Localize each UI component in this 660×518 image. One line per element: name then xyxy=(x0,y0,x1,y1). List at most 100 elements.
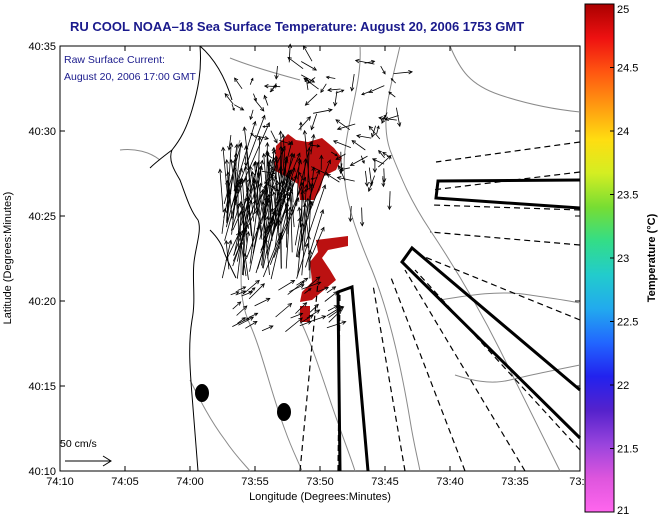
current-vector xyxy=(339,151,344,173)
current-vector xyxy=(360,155,365,164)
current-vector xyxy=(245,321,258,329)
station-marker-east xyxy=(277,403,291,421)
current-vector xyxy=(249,109,254,121)
current-vector xyxy=(380,65,386,75)
current-vector xyxy=(253,93,257,102)
current-vector xyxy=(238,316,255,326)
current-vector xyxy=(348,205,353,223)
current-vector xyxy=(238,179,246,233)
current-vector xyxy=(266,153,273,159)
current-vector xyxy=(303,186,312,192)
current-vector xyxy=(263,195,269,230)
current-vector xyxy=(224,93,234,105)
current-vector xyxy=(305,209,325,268)
coastline xyxy=(149,45,237,472)
current-vector xyxy=(233,120,257,192)
current-vector xyxy=(295,302,308,314)
current-vector xyxy=(354,58,375,65)
current-vector xyxy=(275,302,293,318)
current-vector xyxy=(307,77,316,84)
current-vector xyxy=(310,113,318,131)
current-vector xyxy=(364,170,369,187)
colorbar-tick-label: 22.5 xyxy=(617,317,638,329)
current-vector xyxy=(378,116,397,121)
current-vector xyxy=(310,133,316,155)
current-vector xyxy=(299,320,313,327)
current-vector xyxy=(279,140,293,146)
current-vector xyxy=(309,303,319,313)
current-vector xyxy=(263,181,280,192)
colorbar-tick-label: 23 xyxy=(617,253,629,265)
y-tick-label: 40:15 xyxy=(28,381,56,393)
current-vector xyxy=(242,227,248,276)
current-vector xyxy=(248,283,265,300)
current-vector xyxy=(289,176,295,203)
current-vector xyxy=(307,249,313,279)
current-vector xyxy=(304,287,312,294)
current-vector xyxy=(309,276,321,287)
colorbar-tick-label: 24 xyxy=(617,126,629,138)
current-vector xyxy=(325,75,336,80)
current-vector xyxy=(296,242,309,279)
x-tick-label: 73:35 xyxy=(501,476,529,488)
x-tick-label: 73:45 xyxy=(371,476,399,488)
current-vector xyxy=(257,206,277,269)
x-axis-ticks: 74:10 74:05 74:00 73:55 73:50 73:45 73:40 73:35… xyxy=(46,46,591,488)
current-vector xyxy=(227,135,232,151)
current-vector xyxy=(378,149,385,159)
x-tick-label: 74:00 xyxy=(176,476,204,488)
current-vector xyxy=(241,290,254,297)
current-vector xyxy=(309,315,327,323)
current-vector xyxy=(254,135,270,141)
current-vector xyxy=(232,199,257,267)
current-vector xyxy=(285,317,303,333)
current-vector xyxy=(274,65,279,80)
current-vector xyxy=(231,104,235,112)
current-vector xyxy=(328,309,343,323)
current-vector xyxy=(261,170,276,176)
current-vector xyxy=(336,176,355,182)
current-vector xyxy=(304,184,327,246)
current-vector xyxy=(258,165,263,186)
current-vector xyxy=(301,61,318,71)
current-vector xyxy=(232,317,250,327)
current-vector xyxy=(237,317,246,324)
current-vector xyxy=(243,165,249,202)
current-vector xyxy=(233,152,239,206)
current-vector xyxy=(302,129,311,191)
current-vector xyxy=(256,160,261,177)
surface-current-vectors xyxy=(218,43,413,333)
annotation-line-2: August 20, 2006 17:00 GMT xyxy=(64,71,197,83)
current-vector xyxy=(261,325,274,332)
current-vector xyxy=(376,125,380,135)
colorbar-ticks: 25 24.5 24 23.5 23 22.5 22 21.5 21 xyxy=(610,3,638,517)
current-vector xyxy=(234,77,243,90)
current-vector xyxy=(304,77,309,90)
current-vector xyxy=(368,167,374,187)
current-vector xyxy=(271,193,287,237)
current-vector xyxy=(287,43,293,63)
y-tick-label: 40:30 xyxy=(28,126,56,138)
current-vector xyxy=(306,309,321,319)
current-vector xyxy=(324,291,339,302)
current-vector xyxy=(253,98,265,112)
current-vector xyxy=(327,305,339,312)
current-vector xyxy=(356,134,372,139)
current-vector xyxy=(396,107,402,128)
current-vector xyxy=(299,121,303,131)
current-vector xyxy=(330,151,338,157)
current-vector xyxy=(270,83,277,93)
current-vector xyxy=(278,234,283,269)
current-vector xyxy=(278,279,296,291)
current-vector xyxy=(368,85,385,93)
current-vector xyxy=(381,176,386,188)
current-vector xyxy=(301,281,322,290)
current-vector xyxy=(248,312,259,318)
current-vector xyxy=(252,183,268,254)
current-vector xyxy=(287,174,292,185)
current-vector xyxy=(287,281,305,295)
current-vector xyxy=(243,156,248,167)
current-vector xyxy=(263,94,269,106)
current-vector xyxy=(234,104,245,111)
